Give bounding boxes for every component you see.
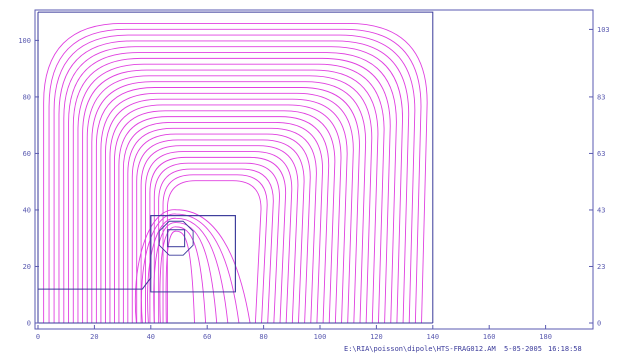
field-line [153, 162, 280, 324]
problem-boundary [38, 11, 434, 323]
field-line [131, 133, 311, 324]
coil-block [167, 229, 186, 248]
x-axis-ticks: 0 20 40 60 80 100 120 140 160 180 [36, 325, 552, 341]
y-tick-label: 20 [23, 263, 31, 271]
y-tick-label: 40 [23, 206, 31, 214]
y-tick-label: 100 [18, 37, 31, 45]
right-tick-label: 63 [597, 150, 605, 158]
field-line [127, 127, 317, 324]
field-line [53, 34, 416, 324]
field-line [100, 92, 354, 324]
field-line [109, 104, 342, 324]
x-tick-label: 60 [203, 333, 211, 341]
field-line [162, 174, 268, 324]
gap-window [150, 215, 236, 293]
field-line [104, 98, 348, 324]
field-line [113, 110, 336, 324]
field-line [95, 87, 360, 324]
x-tick-label: 160 [483, 333, 496, 341]
x-tick-label: 20 [90, 333, 98, 341]
field-line [43, 22, 428, 324]
right-tick-label: 43 [597, 206, 605, 214]
field-line [147, 217, 229, 324]
field-line [145, 151, 293, 324]
x-tick-label: 180 [539, 333, 552, 341]
x-tick-label: 120 [370, 333, 383, 341]
field-line [136, 139, 305, 324]
field-line [82, 69, 379, 324]
magnet-geometry [37, 11, 434, 324]
plot-frame [34, 9, 594, 330]
x-tick-label: 100 [314, 333, 327, 341]
field-line [165, 230, 195, 324]
right-tick-label: 83 [597, 93, 605, 101]
x-tick-label: 40 [147, 333, 155, 341]
y-tick-label: 80 [23, 93, 31, 101]
right-tick-label: 0 [597, 320, 601, 328]
field-line [58, 40, 410, 324]
field-line [48, 28, 422, 324]
field-line [158, 168, 274, 324]
x-tick-label: 0 [36, 333, 40, 341]
field-line [63, 46, 403, 324]
footer-file-path: E:\RIA\poisson\dipole\HTS-FRAG012.AM [344, 345, 496, 353]
right-tick-label: 23 [597, 263, 605, 271]
y-tick-label: 60 [23, 150, 31, 158]
right-tick-label: 103 [597, 26, 610, 34]
footer-time: 16:18:58 [548, 345, 582, 353]
field-lines [43, 22, 428, 324]
field-line [72, 57, 391, 324]
x-tick-label: 140 [426, 333, 439, 341]
field-line [77, 63, 385, 324]
field-line [159, 226, 207, 324]
field-line [149, 156, 287, 324]
field-line [122, 121, 324, 324]
field-line [86, 75, 373, 324]
coil-octagon [158, 220, 194, 256]
x-tick-label: 80 [259, 333, 267, 341]
field-line [166, 180, 262, 324]
y-axis-ticks: 0 20 40 60 80 100 [18, 37, 39, 328]
field-line [153, 222, 218, 324]
field-line [118, 116, 330, 324]
field-line [140, 145, 299, 324]
field-line [68, 52, 397, 324]
right-axis-ticks: 0 23 43 63 83 103 [589, 26, 610, 328]
footer-date: 5-05-2005 [504, 345, 542, 353]
y-tick-label: 0 [27, 320, 31, 328]
field-line [91, 81, 367, 324]
field-line [134, 209, 251, 324]
field-line [141, 213, 240, 324]
